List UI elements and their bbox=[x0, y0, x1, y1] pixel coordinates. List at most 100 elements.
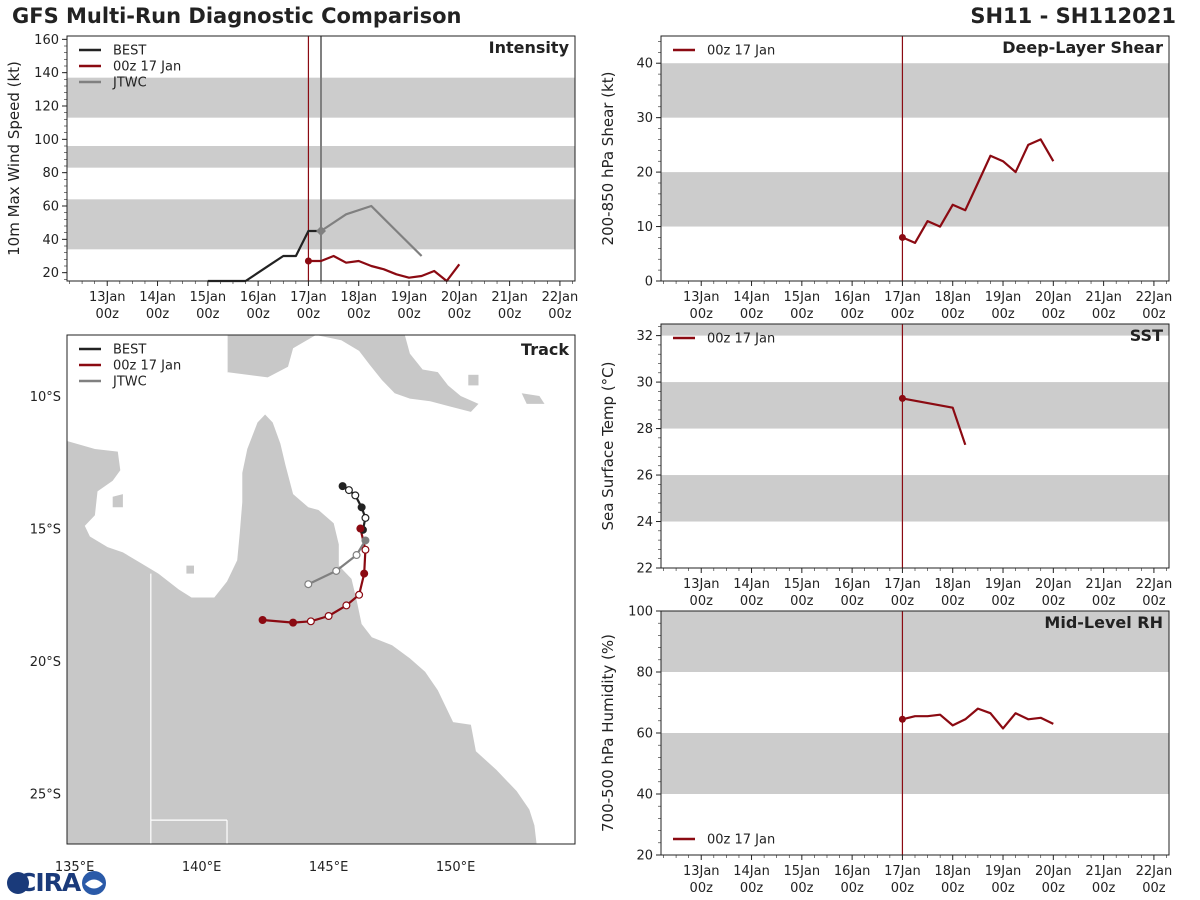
intensity-xtick-label: 00z bbox=[96, 307, 120, 322]
shear-xtick-label: 00z bbox=[790, 307, 814, 322]
sst-ytick-label: 22 bbox=[636, 562, 653, 577]
intensity-legend-label: BEST bbox=[113, 44, 146, 59]
track-map bbox=[67, 335, 545, 844]
sst-xtick-label: 21Jan bbox=[1085, 577, 1122, 592]
cira-logo bbox=[7, 871, 106, 895]
track-point-best bbox=[338, 482, 347, 491]
rh-xtick-label: 00z bbox=[1092, 881, 1116, 896]
intensity-xtick-label: 22Jan bbox=[542, 290, 579, 305]
rh-ytick-label: 80 bbox=[636, 666, 653, 681]
track-point-jtwc bbox=[304, 580, 313, 589]
rh-xtick-label: 16Jan bbox=[834, 864, 871, 879]
sst-xtick-label: 00z bbox=[991, 594, 1015, 609]
intensity-xtick-label: 00z bbox=[146, 307, 170, 322]
track-point-00z-17-jan bbox=[342, 601, 351, 610]
track-point-00z-17-jan bbox=[289, 618, 298, 627]
track-point-00z-17-jan bbox=[361, 545, 370, 554]
track-point-00z-17-jan bbox=[324, 612, 333, 621]
rh-ytick-label: 20 bbox=[636, 849, 653, 864]
shear-init-marker bbox=[898, 233, 906, 241]
track-point-jtwc bbox=[352, 551, 361, 560]
track-legend-label: JTWC bbox=[112, 375, 147, 390]
intensity-xtick-label: 00z bbox=[498, 307, 522, 322]
sst-ytick-label: 26 bbox=[636, 469, 653, 484]
track-point-00z-17-jan bbox=[258, 615, 267, 624]
track-point-best bbox=[357, 503, 366, 512]
shear-ytick-label: 20 bbox=[636, 166, 653, 181]
sst-xtick-label: 00z bbox=[690, 594, 714, 609]
track-lon-label: 140°E bbox=[182, 860, 222, 875]
sst-xtick-label: 20Jan bbox=[1035, 577, 1072, 592]
sst-ylabel: Sea Surface Temp (°C) bbox=[599, 361, 617, 530]
sst-xtick-label: 18Jan bbox=[934, 577, 971, 592]
intensity-xtick-label: 20Jan bbox=[441, 290, 478, 305]
australia-land bbox=[67, 414, 537, 844]
cira-globe-icon bbox=[7, 872, 29, 894]
intensity-ytick-label: 160 bbox=[34, 33, 59, 48]
sst-series-00z-17-jan bbox=[902, 397, 967, 446]
louisiade-islands-land bbox=[521, 393, 545, 404]
rh-ylabel: 700-500 hPa Humidity (%) bbox=[599, 634, 617, 832]
shear-xtick-label: 00z bbox=[840, 307, 864, 322]
rh-xtick-label: 00z bbox=[840, 881, 864, 896]
rh-xtick-label: 21Jan bbox=[1085, 864, 1122, 879]
track-lon-label: 145°E bbox=[309, 860, 349, 875]
intensity-xtick-label: 00z bbox=[246, 307, 270, 322]
intensity-legend-label: JTWC bbox=[112, 76, 147, 91]
sst-xtick-label: 00z bbox=[941, 594, 965, 609]
shear-xtick-label: 13Jan bbox=[683, 290, 720, 305]
sst-xtick-label: 15Jan bbox=[784, 577, 821, 592]
shear-ylabel: 200-850 hPa Shear (kt) bbox=[599, 72, 617, 246]
intensity-title: Intensity bbox=[489, 38, 570, 57]
cira-logo-text: CIRA bbox=[18, 868, 81, 897]
shear-xtick-label: 00z bbox=[991, 307, 1015, 322]
track-title: Track bbox=[521, 340, 569, 359]
intensity-xtick-label: 00z bbox=[397, 307, 421, 322]
dentrecasteaux-islands-land bbox=[468, 374, 479, 386]
track-legend-label: 00z 17 Jan bbox=[113, 359, 181, 374]
sst-xtick-label: 16Jan bbox=[834, 577, 871, 592]
sst-title: SST bbox=[1130, 326, 1163, 345]
rh-xtick-label: 00z bbox=[1142, 881, 1166, 896]
sst-ytick-label: 30 bbox=[636, 376, 653, 391]
shear-ytick-label: 10 bbox=[636, 220, 653, 235]
shear-xtick-label: 21Jan bbox=[1085, 290, 1122, 305]
track-lat-label: 15°S bbox=[30, 523, 61, 538]
rh-xtick-label: 18Jan bbox=[934, 864, 971, 879]
rh-xtick-label: 13Jan bbox=[683, 864, 720, 879]
sst-xtick-label: 00z bbox=[790, 594, 814, 609]
mornington-island-land bbox=[186, 565, 194, 574]
sst-xtick-label: 00z bbox=[1142, 594, 1166, 609]
shear-ytick-label: 0 bbox=[645, 275, 653, 290]
intensity-xtick-label: 13Jan bbox=[89, 290, 126, 305]
shear-xtick-label: 19Jan bbox=[985, 290, 1022, 305]
intensity-panel: 20 40 60 80 100 120 140 160 13Jan 00z 14Jan 00z 15Ja… bbox=[5, 33, 578, 322]
sst-xtick-label: 00z bbox=[740, 594, 764, 609]
track-lat-label: 10°S bbox=[30, 390, 61, 405]
intensity-xtick-label: 15Jan bbox=[190, 290, 227, 305]
shear-panel: 0 10 20 30 40 13Jan 00z 14Jan 00z 15Jan 00z 16Jan 00… bbox=[599, 35, 1172, 322]
new-guinea-land bbox=[67, 335, 479, 412]
sst-band bbox=[661, 475, 1169, 522]
shear-ytick-label: 40 bbox=[636, 57, 653, 72]
intensity-legend-label: 00z 17 Jan bbox=[113, 60, 181, 75]
shear-xtick-label: 00z bbox=[690, 307, 714, 322]
rh-xtick-label: 00z bbox=[690, 881, 714, 896]
shear-xtick-label: 00z bbox=[941, 307, 965, 322]
track-point-best bbox=[344, 486, 353, 495]
rh-band bbox=[661, 611, 1169, 672]
shear-title: Deep-Layer Shear bbox=[1002, 38, 1163, 57]
shear-legend-label: 00z 17 Jan bbox=[707, 44, 775, 59]
intensity-ytick-label: 100 bbox=[34, 133, 59, 148]
shear-xtick-label: 00z bbox=[1092, 307, 1116, 322]
intensity-ytick-label: 20 bbox=[42, 266, 59, 281]
figure-title: GFS Multi-Run Diagnostic Comparison bbox=[12, 4, 462, 28]
shear-xtick-label: 00z bbox=[1042, 307, 1066, 322]
rh-ytick-label: 100 bbox=[628, 605, 653, 620]
sst-ytick-label: 28 bbox=[636, 422, 653, 437]
storm-id: SH11 - SH112021 bbox=[970, 4, 1176, 28]
rh-init-marker bbox=[898, 715, 906, 723]
intensity-init-marker bbox=[304, 257, 312, 265]
rh-series-00z-17-jan bbox=[902, 707, 1054, 730]
